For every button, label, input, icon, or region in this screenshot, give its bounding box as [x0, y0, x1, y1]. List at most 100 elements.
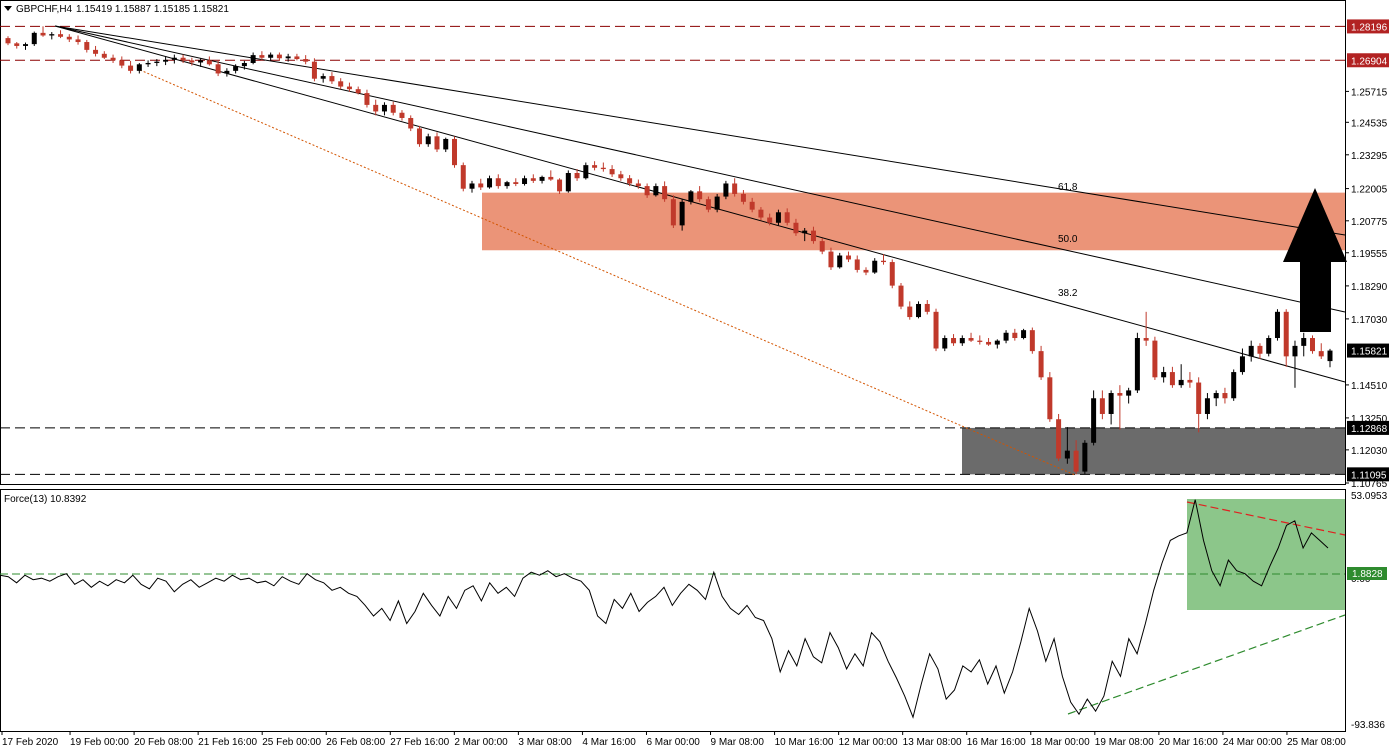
time-tick-label: 4 Mar 16:00 — [582, 737, 636, 748]
candle — [364, 89, 370, 108]
candle — [635, 179, 641, 189]
candle — [311, 58, 317, 82]
level-tag: 1.12868 — [1351, 424, 1388, 435]
candle — [810, 226, 816, 244]
candle — [504, 180, 510, 189]
candle — [5, 36, 11, 46]
candle — [101, 51, 107, 60]
candle — [154, 59, 160, 67]
candle — [723, 180, 729, 200]
time-axis[interactable]: 17 Feb 2020 19 Feb 00:00 20 Feb 08:00 21 Fe… — [1, 731, 1346, 748]
price-tick-label: 1.19555 — [1351, 249, 1388, 260]
indicator-support-trendline — [1067, 614, 1346, 715]
candle — [460, 162, 466, 192]
time-tick-label: 20 Mar 16:00 — [1159, 737, 1218, 748]
symbol-label: GBPCHF,H4 — [16, 4, 73, 15]
candle — [303, 55, 309, 65]
price-axis[interactable]: 1.25715 1.24535 1.23295 1.22005 1.20775 1.195… — [1345, 87, 1388, 490]
candle — [66, 34, 72, 43]
candle — [373, 99, 379, 116]
candle — [705, 196, 711, 213]
candle — [110, 54, 116, 63]
candle — [679, 199, 685, 231]
fib-label-50-0: 50.0 — [1058, 234, 1078, 245]
candle — [93, 45, 99, 57]
candle — [40, 26, 46, 37]
candle — [819, 238, 825, 255]
candle — [329, 72, 335, 84]
indicator-resistance-trendline — [1186, 501, 1346, 536]
candle — [530, 174, 536, 183]
candle — [1169, 366, 1175, 388]
candle — [495, 174, 501, 189]
time-tick-label: 19 Mar 08:00 — [1095, 737, 1154, 748]
candle — [1292, 340, 1298, 388]
candle — [924, 300, 930, 315]
candle — [1257, 343, 1263, 359]
candle — [749, 197, 755, 213]
candle — [854, 255, 860, 273]
candle — [128, 60, 134, 74]
price-tick-label: 1.24535 — [1351, 118, 1388, 129]
candle — [1318, 343, 1324, 359]
price-tick-label: 1.13250 — [1351, 414, 1388, 425]
candle — [136, 62, 142, 74]
candle — [916, 301, 922, 319]
candle — [802, 228, 808, 242]
candle — [1012, 328, 1018, 341]
candle — [1108, 390, 1114, 425]
time-tick-label: 16 Mar 16:00 — [967, 737, 1026, 748]
candle — [1248, 340, 1254, 362]
candle — [206, 56, 212, 66]
candle — [381, 102, 387, 116]
candle — [390, 101, 396, 116]
time-tick-label: 9 Mar 08:00 — [711, 737, 765, 748]
candle — [171, 54, 177, 64]
candle — [75, 35, 81, 45]
zones-layer — [482, 192, 1345, 475]
candle — [346, 82, 352, 92]
candle — [1309, 335, 1315, 354]
candle — [1178, 364, 1184, 388]
level-tag: 1.28196 — [1351, 22, 1388, 33]
candle — [968, 332, 974, 342]
candle — [355, 86, 361, 95]
time-tick-label: 3 Mar 08:00 — [518, 737, 572, 748]
candle — [565, 170, 571, 193]
time-tick-label: 18 Mar 00:00 — [1031, 737, 1090, 748]
candle — [416, 125, 422, 147]
fib-fan-line-38-2 — [54, 25, 1346, 383]
indicator-tick-top: 53.0953 — [1351, 491, 1388, 502]
candle — [775, 209, 781, 226]
level-tag: 1.11095 — [1351, 470, 1387, 481]
dropdown-triangle-icon[interactable] — [4, 6, 12, 11]
time-tick-label: 6 Mar 00:00 — [646, 737, 700, 748]
price-tick-label: 1.18290 — [1351, 282, 1388, 293]
candle — [49, 32, 55, 40]
candle — [1266, 335, 1272, 357]
candle — [189, 57, 195, 66]
candle — [977, 335, 983, 345]
candle — [1204, 393, 1210, 420]
candle — [276, 52, 282, 61]
candle — [513, 178, 519, 187]
candle — [215, 60, 221, 77]
ohlc-values: 1.15419 1.15887 1.15185 1.15821 — [76, 4, 229, 15]
candle — [408, 115, 414, 132]
candle — [942, 335, 948, 352]
candle — [793, 218, 799, 236]
time-tick-label: 24 Mar 00:00 — [1223, 737, 1282, 748]
candle — [23, 42, 29, 50]
candle — [1099, 390, 1105, 420]
candle — [294, 53, 300, 61]
fib-label-61-8: 61.8 — [1058, 182, 1078, 193]
candle — [399, 110, 405, 121]
candle — [443, 137, 449, 153]
candles-layer — [5, 26, 1333, 475]
candle — [198, 58, 204, 67]
candle — [697, 186, 703, 202]
candle — [1231, 369, 1237, 401]
time-tick-label: 25 Feb 00:00 — [262, 737, 321, 748]
candle — [241, 60, 247, 70]
